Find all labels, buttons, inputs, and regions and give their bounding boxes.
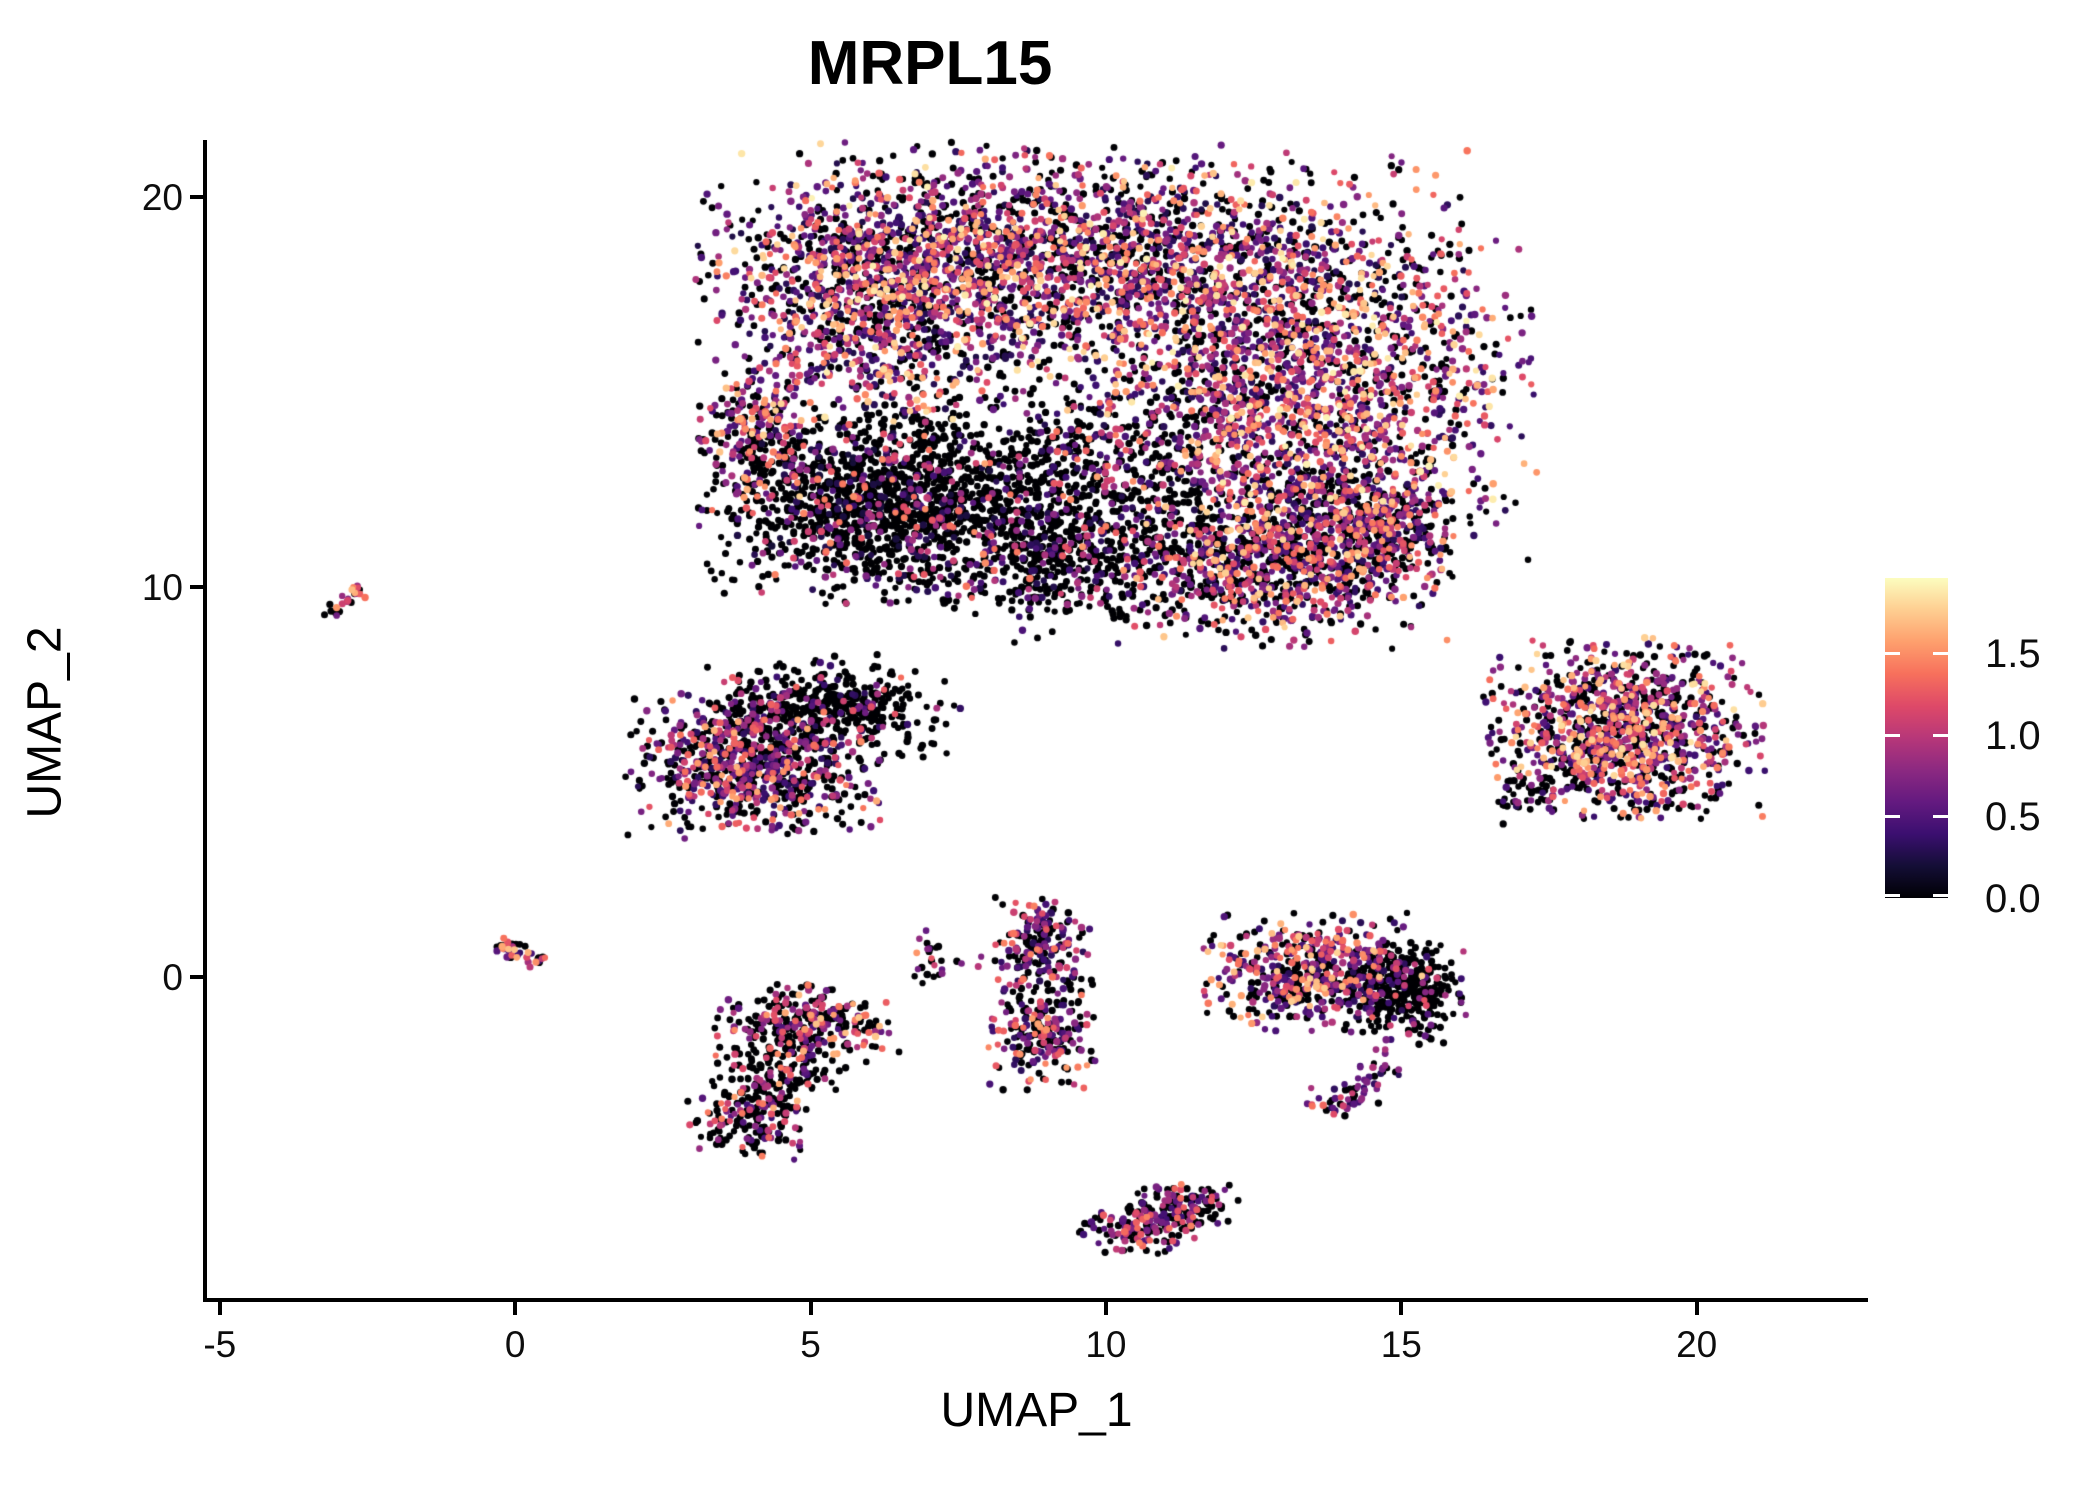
x-tick-mark [1399,1302,1404,1315]
x-axis-title: UMAP_1 [940,1384,1133,1437]
colorbar-tick-mark [1933,894,1948,897]
x-axis-line [203,1298,1868,1302]
colorbar-tick-label: 1.0 [1985,713,2041,758]
x-tick-label: 10 [1085,1324,1127,1365]
plot-title: MRPL15 [807,29,1053,98]
x-tick-mark [808,1302,813,1315]
y-tick-label: 20 [141,176,183,218]
colorbar-tick-mark [1885,652,1900,656]
colorbar-tick-mark [1885,815,1900,819]
y-axis-line [203,140,207,1302]
x-tick-mark [217,1302,222,1315]
colorbar-tick-label: 0.5 [1985,795,2041,840]
y-tick-mark [190,975,203,979]
y-tick-mark [190,194,203,199]
colorbar-tick-mark [1933,733,1948,737]
colorbar-tick-mark [1933,815,1948,819]
colorbar-tick-mark [1933,652,1948,656]
x-tick-mark [513,1302,518,1315]
x-tick-mark [1103,1302,1108,1315]
y-tick-label: 0 [162,957,183,998]
x-tick-label: -5 [203,1324,237,1365]
y-tick-mark [190,584,203,589]
x-tick-label: 15 [1380,1324,1422,1365]
x-tick-label: 5 [800,1324,821,1365]
colorbar-tick-label: 1.5 [1985,632,2041,677]
x-tick-mark [1694,1302,1699,1315]
y-tick-label: 10 [141,566,183,608]
colorbar-tick-mark [1885,894,1900,897]
x-tick-label: 0 [504,1324,526,1365]
y-axis-title: UMAP_2 [18,626,72,819]
colorbar-tick-label: 0.0 [1985,877,2041,921]
colorbar-tick-mark [1885,733,1900,737]
expression-colorbar [1885,578,1948,898]
x-tick-label: 20 [1676,1324,1718,1365]
